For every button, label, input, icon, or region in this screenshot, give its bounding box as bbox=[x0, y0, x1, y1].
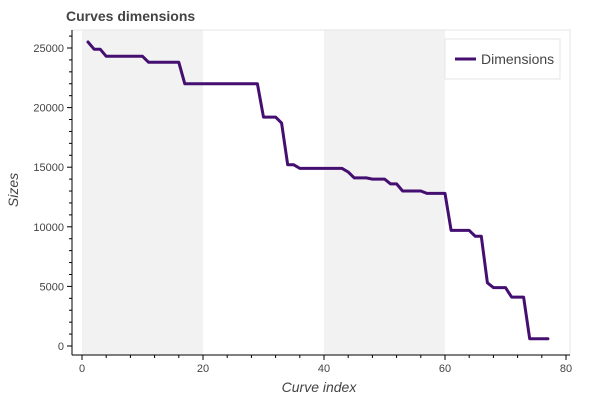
x-tick-label: 0 bbox=[79, 363, 85, 375]
x-tick-label: 80 bbox=[560, 363, 572, 375]
y-tick-label: 0 bbox=[58, 341, 64, 353]
series-line-0 bbox=[86, 40, 550, 341]
y-tick-label: 25000 bbox=[33, 43, 64, 55]
y-tick-label: 10000 bbox=[33, 222, 64, 234]
shaded-band-0 bbox=[82, 30, 203, 355]
shaded-bands bbox=[82, 30, 445, 355]
y-ticks: 0 5000 10000 15000 20000 25000 bbox=[33, 35, 72, 353]
series-layer bbox=[86, 40, 550, 341]
y-tick-label: 20000 bbox=[33, 103, 64, 115]
x-axis-label: Curve index bbox=[282, 379, 358, 395]
legend-label: Dimensions bbox=[481, 51, 554, 67]
x-axis: 0 20 40 60 80 bbox=[72, 354, 572, 375]
y-axis-label: Sizes bbox=[5, 173, 21, 207]
x-ticks: 0 20 40 60 80 bbox=[79, 355, 572, 375]
x-tick-label: 60 bbox=[439, 363, 451, 375]
y-tick-label: 15000 bbox=[33, 162, 64, 174]
x-tick-label: 40 bbox=[318, 363, 330, 375]
y-tick-label: 5000 bbox=[40, 281, 64, 293]
x-tick-label: 20 bbox=[197, 363, 209, 375]
chart-title: Curves dimensions bbox=[66, 8, 195, 24]
y-axis: 0 5000 10000 15000 20000 25000 bbox=[33, 30, 73, 355]
legend: Dimensions bbox=[444, 38, 561, 80]
